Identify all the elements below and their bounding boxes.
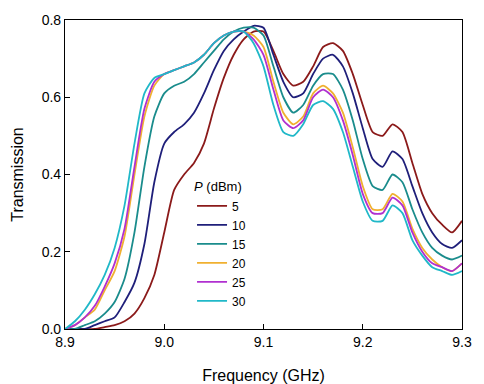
svg-text:25: 25 xyxy=(232,276,246,290)
svg-text:5: 5 xyxy=(232,200,239,214)
svg-text:0.2: 0.2 xyxy=(42,244,62,260)
svg-text:15: 15 xyxy=(232,238,246,252)
svg-text:20: 20 xyxy=(232,257,246,271)
svg-text:9.2: 9.2 xyxy=(353,334,373,350)
svg-text:0.8: 0.8 xyxy=(42,12,62,28)
svg-text:8.9: 8.9 xyxy=(55,334,75,350)
svg-text:9.1: 9.1 xyxy=(254,334,274,350)
svg-text:0.0: 0.0 xyxy=(42,321,62,337)
svg-text:0.4: 0.4 xyxy=(42,166,62,182)
svg-text:Frequency (GHz): Frequency (GHz) xyxy=(202,367,325,384)
svg-text:Transmission: Transmission xyxy=(9,127,26,222)
svg-text:30: 30 xyxy=(232,295,246,309)
svg-text:P (dBm): P (dBm) xyxy=(194,179,242,194)
svg-text:9.3: 9.3 xyxy=(452,334,472,350)
svg-text:9.0: 9.0 xyxy=(155,334,175,350)
svg-text:10: 10 xyxy=(232,219,246,233)
svg-text:0.6: 0.6 xyxy=(42,89,62,105)
